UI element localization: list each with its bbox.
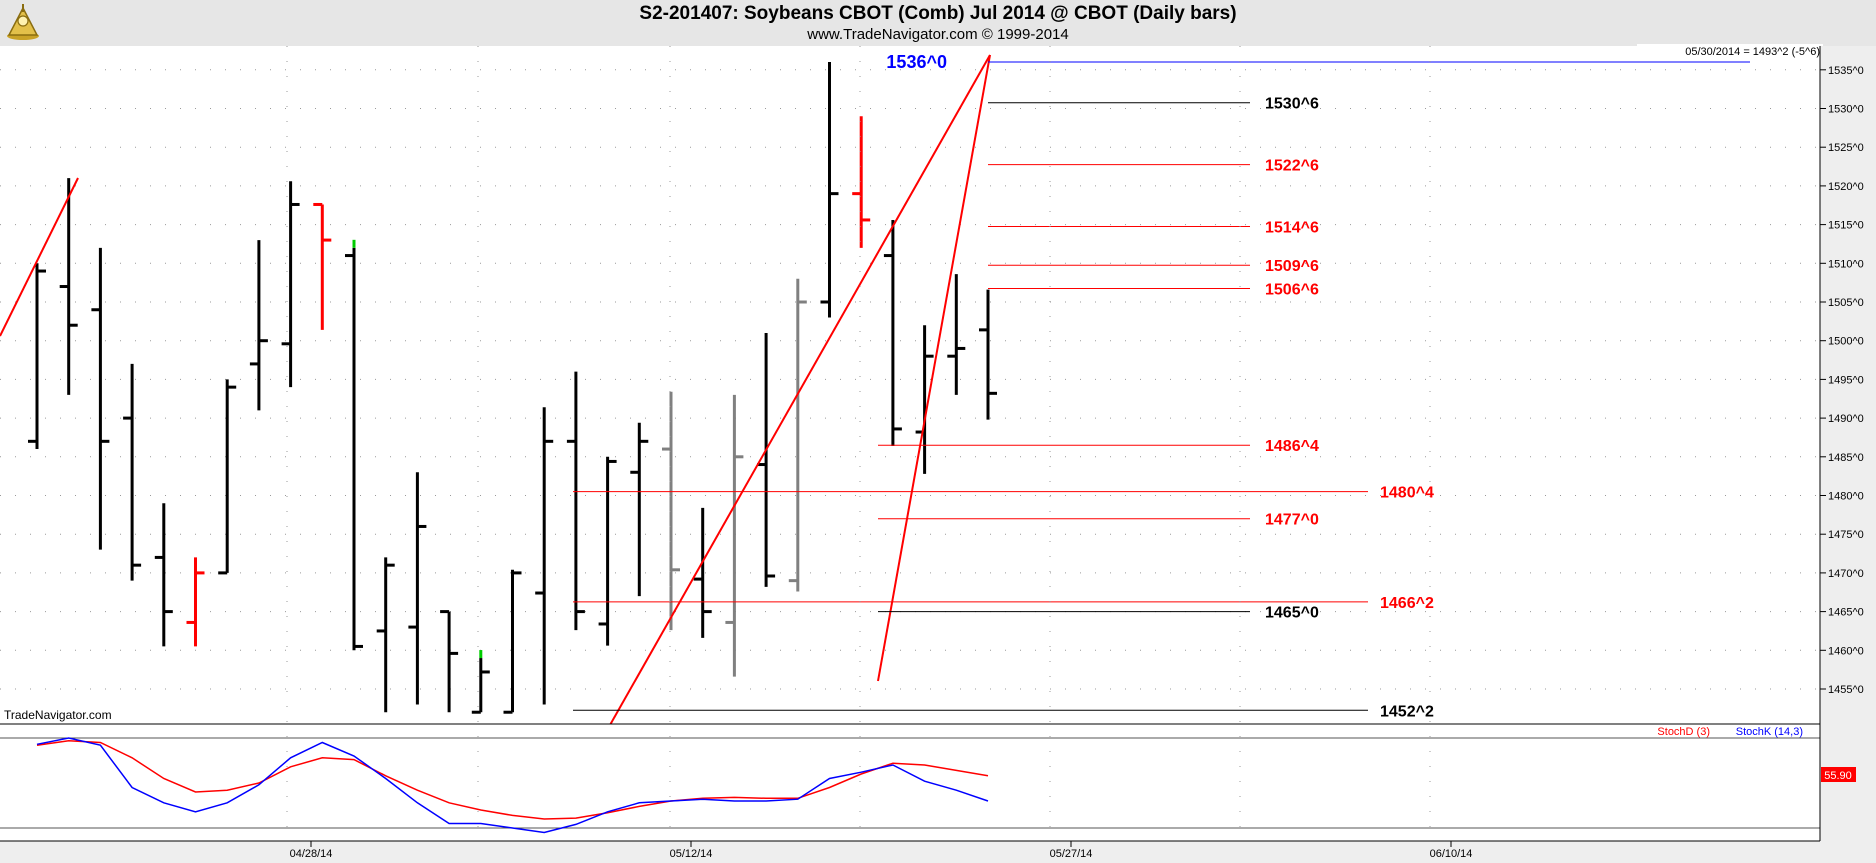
support-resistance-levels — [573, 61, 1750, 711]
date-axis-area — [0, 841, 1876, 863]
ohlc-bar — [281, 181, 300, 388]
price-tick-label: 1485^0 — [1828, 452, 1864, 464]
price-tick-label: 1465^0 — [1828, 607, 1864, 619]
ohlc-bar — [249, 240, 268, 411]
watermark: TradeNavigator.com — [4, 708, 112, 722]
trade-navigator-logo-icon — [3, 2, 43, 42]
price-tick-label: 1475^0 — [1828, 529, 1864, 541]
price-plot-area — [0, 46, 1820, 724]
price-tick-label: 1510^0 — [1828, 258, 1864, 270]
level-label: 1509^6 — [1265, 258, 1319, 275]
trend-line — [877, 54, 991, 682]
price-tick-label: 1515^0 — [1828, 220, 1864, 232]
price-tick-label: 1455^0 — [1828, 684, 1864, 696]
ohlc-bar — [598, 456, 617, 646]
ohlc-bar — [693, 507, 712, 638]
ohlc-bar — [535, 407, 554, 705]
ohlc-bar — [662, 391, 680, 631]
stochK-line — [36, 737, 989, 834]
ohlc-bar — [218, 379, 237, 575]
price-tick-label: 1470^0 — [1828, 568, 1864, 580]
ohlc-bar — [503, 569, 522, 714]
level-label: 1480^4 — [1380, 485, 1434, 502]
level-label: 1477^0 — [1265, 512, 1319, 529]
price-tick-label: 1505^0 — [1828, 297, 1864, 309]
ohlc-bar — [471, 658, 490, 714]
ohlc-bar — [186, 557, 205, 647]
level-label: 1486^4 — [1265, 438, 1319, 455]
ohlc-bar — [313, 202, 332, 330]
last-price-box-bg — [1637, 44, 1823, 57]
ohlc-bar — [59, 178, 78, 395]
chart-header: S2-201407: Soybeans CBOT (Comb) Jul 2014… — [0, 0, 1876, 46]
ohlc-bar — [123, 363, 142, 581]
level-label: 1465^0 — [1265, 605, 1319, 622]
level-label: 1530^6 — [1265, 96, 1319, 113]
price-panel — [0, 46, 1820, 724]
price-tick-label: 1495^0 — [1828, 374, 1864, 386]
price-tick-label: 1530^0 — [1828, 104, 1864, 116]
ohlc-bar — [788, 278, 807, 592]
ohlc-bar — [947, 274, 966, 395]
date-tick-label: 04/28/14 — [290, 848, 333, 860]
price-tick-label: 1480^0 — [1828, 491, 1864, 503]
ohlc-bar — [28, 263, 46, 450]
ohlc-bar — [345, 247, 363, 651]
stoch-last-value-box — [1821, 767, 1856, 782]
last-price-label: 05/30/2014 = 1493^2 (-5^6) — [1685, 46, 1820, 58]
ohlc-bar — [725, 394, 744, 677]
ohlc-bar — [852, 116, 871, 248]
chart-title: S2-201407: Soybeans CBOT (Comb) Jul 2014… — [639, 3, 1237, 24]
level-label: 1466^2 — [1380, 595, 1434, 612]
date-tick-label: 05/27/14 — [1050, 848, 1093, 860]
level-label: 1506^6 — [1265, 281, 1319, 298]
ohlc-bar — [440, 610, 459, 713]
ohlc-bar — [566, 371, 585, 631]
trend-line — [609, 54, 991, 724]
stochK-legend: StochK (14,3) — [1736, 726, 1803, 738]
ohlc-bar — [820, 62, 839, 318]
level-label: 1536^0 — [886, 52, 947, 72]
ohlc-bar — [91, 247, 110, 550]
date-tick-label: 06/10/14 — [1430, 848, 1473, 860]
ohlc-bar — [979, 289, 997, 420]
stochastic-plot-area — [0, 724, 1820, 841]
level-label: 1452^2 — [1380, 703, 1434, 720]
price-tick-label: 1460^0 — [1828, 645, 1864, 657]
price-tick-label: 1500^0 — [1828, 336, 1864, 348]
ohlc-bar — [883, 219, 902, 446]
price-tick-label: 1490^0 — [1828, 413, 1864, 425]
ohlc-bar — [408, 472, 427, 705]
price-tick-label: 1535^0 — [1828, 65, 1864, 77]
price-tick-label: 1525^0 — [1828, 142, 1864, 154]
date-tick-label: 05/12/14 — [670, 848, 713, 860]
trend-line — [0, 177, 79, 337]
stochD-line — [36, 739, 989, 820]
ohlc-bars — [0, 54, 997, 724]
ohlc-bar — [154, 503, 173, 647]
price-tick-label: 1520^0 — [1828, 181, 1864, 193]
level-label: 1514^6 — [1265, 220, 1319, 237]
price-axis-area — [1820, 46, 1876, 841]
ohlc-bar — [376, 557, 395, 713]
ohlc-bar — [630, 422, 649, 597]
chart-subtitle: www.TradeNavigator.com © 1999-2014 — [807, 26, 1069, 43]
stochD-legend: StochD (3) — [1657, 726, 1710, 738]
stochastic-panel — [0, 724, 1820, 841]
level-label: 1522^6 — [1265, 158, 1319, 175]
stoch-last-value: 55.90 — [1824, 770, 1852, 782]
